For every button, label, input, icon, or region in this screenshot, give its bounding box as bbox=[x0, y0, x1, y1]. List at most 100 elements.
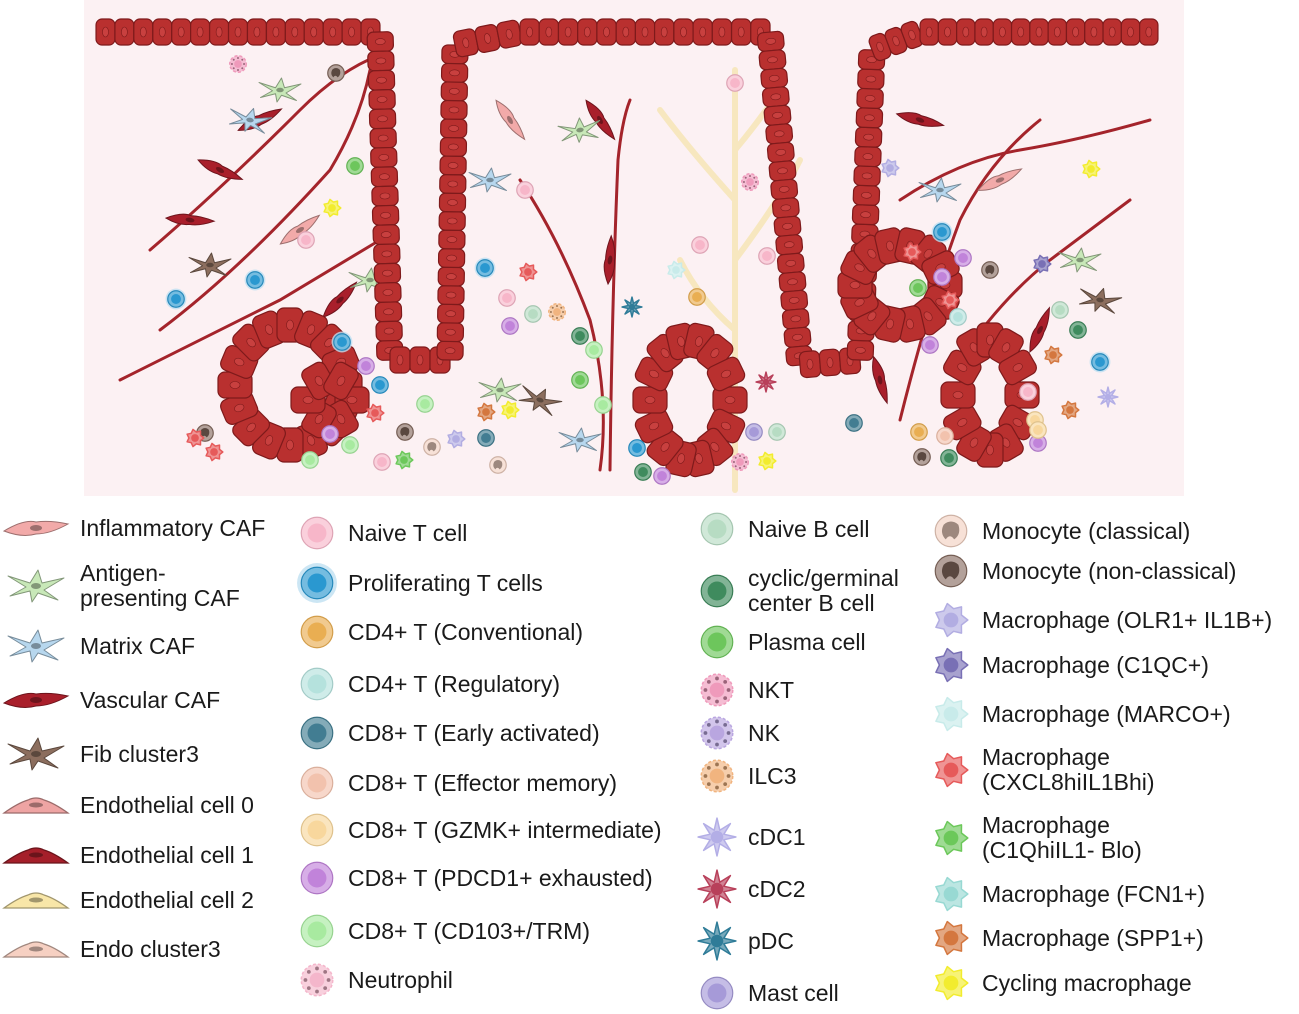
immune-cell bbox=[371, 376, 389, 394]
legend-label: Matrix CAF bbox=[80, 632, 195, 659]
immune-cell bbox=[954, 249, 972, 267]
immune-cell bbox=[1069, 321, 1087, 339]
epithelial-cell bbox=[519, 18, 540, 46]
round-cell-icon bbox=[700, 625, 734, 659]
epithelial-cell bbox=[974, 18, 994, 46]
tissue-illustration bbox=[84, 0, 1184, 496]
legend-label: Macrophage (OLR1+ IL1B+) bbox=[982, 606, 1273, 633]
legend-label: Endothelial cell 1 bbox=[80, 841, 254, 868]
spindle-cell-icon bbox=[2, 692, 70, 708]
legend-item: cyclic/germinal center B cell bbox=[696, 566, 899, 616]
immune-cell bbox=[346, 157, 364, 175]
epithelial-cell bbox=[992, 18, 1013, 46]
fibroblast bbox=[279, 214, 321, 245]
epithelial-cell bbox=[171, 18, 192, 46]
macrophage-cell-icon bbox=[935, 820, 969, 856]
macrophage-cell-icon bbox=[935, 602, 969, 638]
legend-item: Macrophage (FCN1+) bbox=[930, 873, 1205, 915]
epithelial-cell bbox=[437, 285, 465, 306]
immune-cell bbox=[941, 290, 960, 310]
immune-cell bbox=[396, 423, 414, 441]
immune-cell bbox=[395, 450, 414, 470]
immune-cell bbox=[940, 449, 958, 467]
epithelial-cell bbox=[711, 18, 733, 46]
epithelial-cell bbox=[857, 68, 885, 90]
immune-cell bbox=[341, 436, 359, 454]
epithelial-cell bbox=[370, 146, 398, 168]
legend-item: cDC1 bbox=[696, 816, 806, 858]
fibroblast bbox=[585, 99, 616, 141]
epithelial-cell bbox=[374, 282, 402, 303]
immune-cell bbox=[323, 198, 342, 218]
immune-cell bbox=[423, 438, 441, 456]
immune-cell bbox=[373, 453, 391, 471]
legend-item: Macrophage (SPP1+) bbox=[930, 917, 1204, 959]
immune-cell bbox=[327, 64, 345, 82]
legend-label: Inflammatory CAF bbox=[80, 514, 266, 541]
epithelial-cell bbox=[673, 18, 694, 46]
epithelial-cell bbox=[439, 174, 467, 194]
epithelial-cell bbox=[265, 18, 286, 46]
immune-cell bbox=[297, 231, 315, 249]
round-cell-icon bbox=[300, 667, 334, 701]
round-cell-icon bbox=[700, 976, 734, 1010]
immune-cell bbox=[758, 451, 777, 471]
epithelial-cell bbox=[634, 18, 656, 46]
immune-cell bbox=[571, 327, 589, 345]
vessel bbox=[518, 178, 605, 472]
fibroblast bbox=[1029, 306, 1050, 353]
dendritic-cell-icon bbox=[697, 869, 737, 909]
epithelial-cell bbox=[730, 18, 752, 46]
legend-item: Macrophage (OLR1+ IL1B+) bbox=[930, 599, 1272, 641]
epithelial-cell bbox=[868, 32, 892, 62]
immune-cell bbox=[745, 423, 763, 441]
legend-item: Monocyte (classical) bbox=[930, 510, 1190, 552]
round-cell-icon bbox=[300, 716, 334, 750]
epithelial-cell bbox=[437, 266, 465, 287]
immune-cell bbox=[165, 288, 187, 310]
legend-label: Mast cell bbox=[748, 979, 839, 1006]
epithelial-cell bbox=[773, 215, 802, 237]
epithelial-cell bbox=[758, 49, 787, 71]
round-cell-icon bbox=[300, 615, 334, 649]
legend-item: NK bbox=[696, 712, 780, 754]
legend-item: Matrix CAF bbox=[2, 625, 195, 667]
flat-cell-icon bbox=[2, 797, 70, 814]
epithelial-cell bbox=[765, 123, 794, 145]
immune-cell bbox=[501, 400, 520, 420]
legend-label: Antigen- presenting CAF bbox=[80, 560, 240, 611]
epithelial-cell bbox=[854, 126, 883, 148]
immune-cell bbox=[921, 336, 939, 354]
immune-cell bbox=[691, 236, 709, 254]
epithelial-cell bbox=[1139, 18, 1159, 46]
legend-item: Macrophage (C1QC+) bbox=[930, 644, 1209, 686]
epithelial-cell bbox=[778, 271, 807, 293]
immune-cell bbox=[621, 296, 643, 318]
immune-cell bbox=[498, 289, 516, 307]
epithelial-cell bbox=[375, 320, 403, 342]
immune-cell bbox=[731, 453, 749, 471]
epithelial-cell bbox=[775, 234, 804, 256]
epithelial-cell bbox=[368, 108, 397, 130]
legend-label: Neutrophil bbox=[348, 966, 453, 993]
epithelial-cell bbox=[1047, 18, 1068, 46]
epithelial-cell bbox=[766, 141, 795, 163]
epithelial-cell bbox=[373, 243, 401, 265]
granular-cell-icon bbox=[700, 673, 734, 707]
immune-cell bbox=[726, 74, 744, 92]
immune-cell bbox=[1033, 254, 1052, 274]
immune-cell bbox=[331, 331, 353, 353]
epithelial-cell bbox=[768, 160, 797, 182]
epithelial-cell bbox=[855, 107, 884, 129]
lymphatic-vessel bbox=[657, 107, 738, 203]
epithelial-cell bbox=[756, 30, 785, 52]
immune-cell bbox=[477, 429, 495, 447]
immune-cell bbox=[909, 279, 927, 297]
legend-label: CD4+ T (Conventional) bbox=[348, 618, 584, 645]
stellate-fibroblast bbox=[518, 385, 563, 417]
epithelial-cell bbox=[596, 18, 617, 46]
gland-cell bbox=[940, 381, 976, 409]
flat-cell-icon bbox=[2, 847, 70, 864]
fibroblast bbox=[603, 234, 616, 286]
epithelial-cell bbox=[367, 69, 396, 91]
